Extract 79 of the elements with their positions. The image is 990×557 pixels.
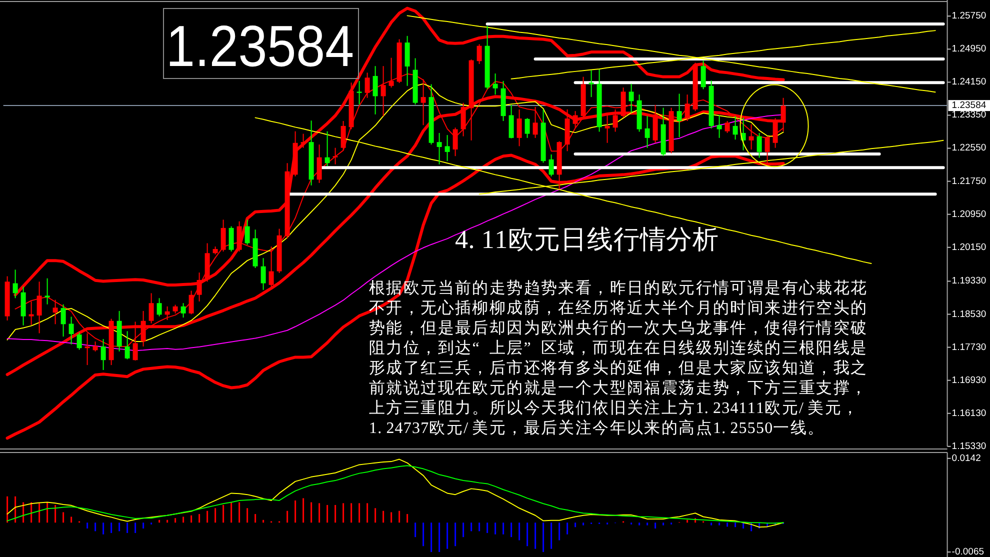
- candlestick: [700, 60, 706, 90]
- candlestick: [372, 66, 378, 115]
- candlestick: [44, 278, 50, 305]
- candlestick: [516, 108, 522, 147]
- candlestick: [100, 338, 106, 371]
- candlestick: [588, 70, 594, 98]
- candlestick: [452, 127, 458, 157]
- candlestick: [772, 118, 778, 148]
- y-tick-label: 1.22550: [952, 142, 986, 154]
- candlestick: [28, 300, 34, 326]
- candlestick: [268, 246, 274, 288]
- candlestick: [60, 304, 66, 338]
- y-tick-label: 1.16130: [952, 408, 986, 419]
- candlestick: [644, 116, 650, 148]
- candlestick: [244, 219, 250, 246]
- candlestick: [92, 341, 98, 352]
- candlestick: [68, 316, 74, 345]
- y-tick-label: 1.25750: [952, 10, 986, 22]
- candlestick: [332, 147, 338, 165]
- candlestick: [76, 332, 82, 350]
- candlestick: [724, 120, 730, 134]
- candlestick: [436, 132, 442, 165]
- candlestick: [476, 44, 482, 65]
- candlestick: [124, 330, 130, 360]
- y-tick-label: -0.0065: [952, 546, 984, 557]
- ref-line-label: 1.23584: [952, 100, 986, 112]
- candlestick: [748, 124, 754, 150]
- candlestick: [148, 292, 154, 324]
- candlestick: [340, 120, 346, 151]
- candlestick: [220, 219, 226, 252]
- y-tick-label: 1.15330: [952, 440, 986, 452]
- candlestick: [36, 281, 42, 334]
- y-tick-label: 1.23350: [952, 110, 986, 121]
- candlestick: [188, 290, 194, 315]
- candlestick: [676, 93, 682, 138]
- candlestick: [604, 112, 610, 144]
- candlestick: [180, 302, 186, 318]
- y-tick-label: 1.21750: [952, 176, 986, 187]
- candlestick: [356, 80, 362, 105]
- candlestick: [300, 133, 306, 148]
- y-tick-label: 1.24150: [952, 76, 986, 88]
- line-series: [406, 15, 936, 93]
- annotation: 1.23584: [166, 14, 376, 79]
- y-tick-label: 1.17730: [952, 342, 986, 353]
- candlestick: [12, 269, 18, 299]
- y-tick-label: 1.18530: [952, 308, 986, 320]
- candlestick: [756, 132, 762, 158]
- candlestick: [52, 299, 58, 325]
- candlestick: [532, 106, 538, 138]
- candlestick: [164, 306, 170, 321]
- candlestick: [260, 258, 266, 290]
- candlestick: [20, 286, 26, 326]
- candlestick: [156, 298, 162, 317]
- y-tick-label: 1.20150: [952, 242, 986, 253]
- line-series: [6, 465, 784, 524]
- candlestick: [444, 134, 450, 162]
- y-tick-label: 1.20950: [952, 208, 986, 220]
- text: 4.11欧元日线行情分析: [455, 225, 719, 254]
- candlestick: [548, 154, 554, 177]
- candlestick: [228, 226, 234, 252]
- candlestick: [236, 220, 242, 252]
- candlestick: [628, 83, 634, 114]
- y-tick-label: 1.24950: [952, 44, 986, 55]
- candlestick: [492, 73, 498, 96]
- candlestick: [324, 130, 330, 167]
- y-tick-label: 1.19330: [952, 276, 986, 287]
- candlestick: [508, 104, 514, 139]
- candlestick: [404, 35, 410, 86]
- candlestick: [732, 116, 738, 140]
- candlestick: [420, 78, 426, 126]
- candlestick: [612, 108, 618, 132]
- candlestick: [524, 118, 530, 138]
- candlestick: [716, 114, 722, 138]
- candlestick: [316, 144, 322, 184]
- y-tick-label: 0.0142: [952, 452, 981, 464]
- y-tick-label: 1.16930: [952, 374, 986, 386]
- candlestick: [572, 110, 578, 128]
- candlestick: [460, 102, 466, 137]
- line-series: [6, 458, 784, 528]
